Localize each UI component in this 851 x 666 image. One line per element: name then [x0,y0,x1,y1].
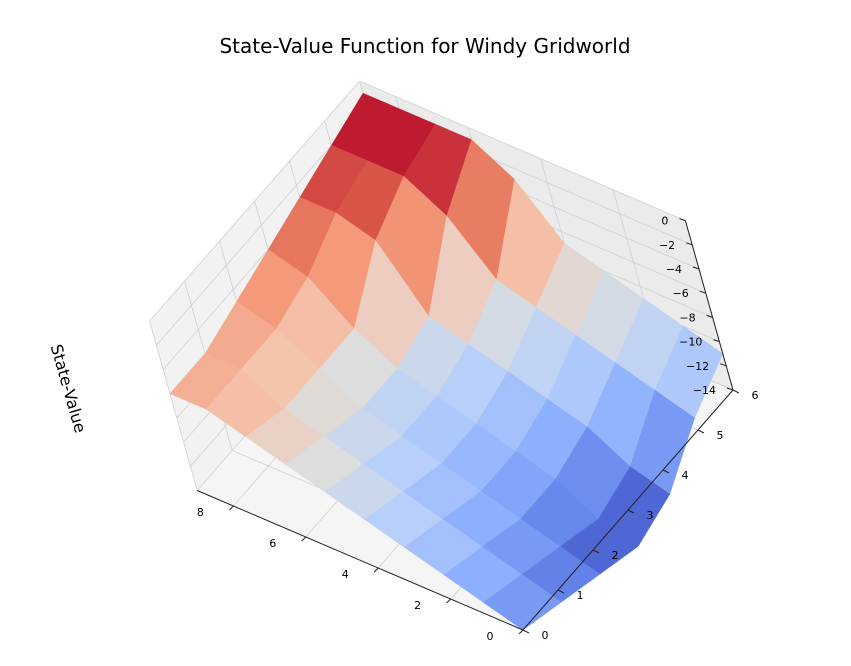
z-tick-label: 0 [661,215,668,228]
x-tick-label: 4 [342,568,349,581]
z-axis-label: State-Value [47,342,90,435]
z-axis-line [684,220,734,391]
z-tick-label: −12 [686,360,709,373]
z-tick-mark [692,266,700,270]
z-tick-label: −8 [679,311,695,324]
y-tick-mark [662,469,670,474]
x-tick-mark [446,598,451,604]
y-tick-label: 5 [717,429,724,442]
y-tick-label: 2 [612,549,619,562]
y-tick-label: 6 [752,389,759,402]
x-axis-line [197,490,524,631]
z-tick-mark [679,218,686,222]
z-tick-label: −2 [659,239,675,252]
z-tick-label: −4 [666,263,682,276]
y-tick-label: 1 [577,589,584,602]
x-tick-mark [229,505,234,511]
grid-line [359,80,686,221]
z-tick-mark [686,242,693,246]
z-tick-label: −14 [693,384,716,397]
x-tick-mark [373,567,379,573]
x-tick-label: 8 [197,506,204,519]
y-tick-label: 3 [647,509,654,522]
grid-line [149,320,198,491]
x-tick-label: 6 [269,537,276,550]
surface-mesh [169,92,724,631]
z-tick-mark [720,363,727,367]
y-tick-mark [557,589,565,594]
x-tick-label: 2 [414,599,421,612]
chart-title: State-Value Function for Windy Gridworld [219,34,630,58]
x-tick-label: 0 [487,630,494,643]
y-tick-label: 4 [682,469,689,482]
y-tick-mark [522,629,530,634]
y-tick-mark [697,429,705,434]
z-tick-label: −10 [679,336,702,349]
axis-ticks: 0 2 4 6 8 0 1 2 3 4 5 6 0 −2 −4 −6 −8 −10 −12 −14 [197,215,759,643]
y-tick-mark [732,389,740,394]
z-tick-label: −6 [673,287,689,300]
surface-cell [482,574,562,631]
x-tick-mark [301,536,307,542]
z-tick-mark [706,314,713,318]
z-tick-mark [713,339,720,343]
y-tick-mark [592,549,600,554]
x-tick-mark [518,629,524,635]
grid-line [149,80,360,322]
z-tick-mark [699,290,706,294]
z-tick-mark [726,387,734,391]
y-tick-label: 0 [542,629,549,642]
y-tick-mark [627,509,635,514]
